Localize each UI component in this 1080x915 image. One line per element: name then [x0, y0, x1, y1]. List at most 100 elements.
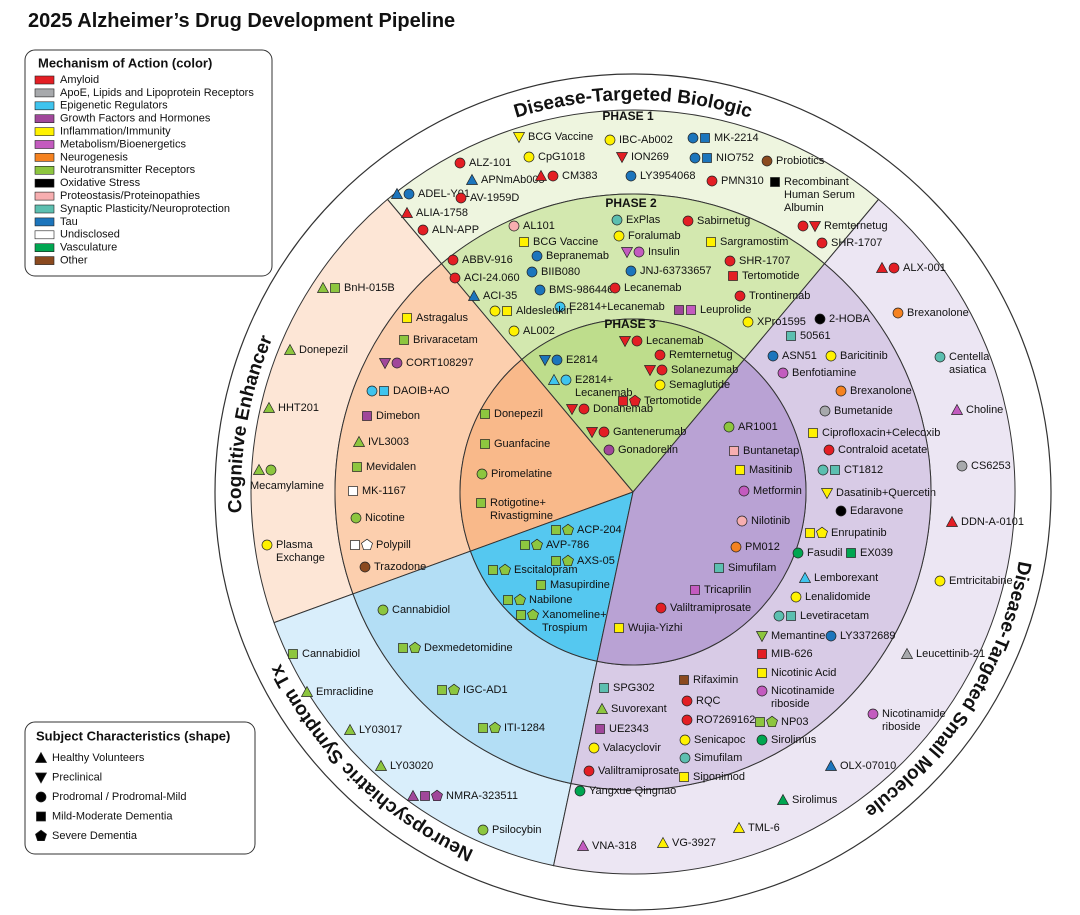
drug-label: Nicotine — [365, 512, 405, 524]
drug: Metformin — [738, 485, 802, 497]
marker-circle — [551, 354, 563, 366]
marker-square — [808, 428, 818, 438]
legend-swatch — [34, 140, 55, 149]
drug: IVL3003 — [352, 435, 409, 448]
drug: Rifaximin — [679, 674, 738, 686]
drug-label: Dimebon — [376, 410, 420, 422]
marker-triangle — [776, 793, 790, 805]
drug-label: Yangxue Qingnao — [589, 785, 676, 797]
marker-circle — [477, 824, 489, 836]
marker-triangle — [875, 261, 889, 273]
drug: UE2343 — [595, 723, 649, 735]
marker-square — [437, 685, 447, 695]
drug: BCG Vaccine — [519, 236, 598, 248]
marker-square — [348, 486, 358, 496]
marker-square — [599, 683, 609, 693]
legend-label: Epigenetic Regulators — [60, 100, 168, 112]
drug-label: Brexanolone — [850, 385, 912, 397]
drug: Wujia-Yizhi — [614, 622, 682, 634]
marker-circle — [816, 237, 828, 249]
marker-triangle — [595, 702, 609, 714]
marker-circle — [598, 426, 610, 438]
drug-label: AL002 — [523, 325, 555, 337]
drug-label: Centella asiatica — [949, 351, 990, 376]
marker-down-triangle — [643, 365, 657, 377]
drug: Probiotics — [761, 155, 825, 167]
drug: NP03 — [755, 715, 809, 728]
drug-label: Valacyclovir — [603, 742, 661, 754]
marker-square — [786, 331, 796, 341]
marker-square — [503, 595, 513, 605]
drug-label: Polypill — [376, 539, 411, 551]
marker-circle — [777, 367, 789, 379]
drug: ExPlas — [611, 214, 661, 226]
marker-triangle — [824, 759, 838, 771]
drug: Polypill — [350, 538, 411, 551]
marker-circle — [377, 604, 389, 616]
drug-label: Suvorexant — [611, 703, 667, 715]
drug-label-line: Exchange — [276, 552, 325, 564]
drug-label-line: Recombinant — [784, 176, 849, 188]
drug-label: ACP-204 — [577, 524, 622, 536]
drug-label-line: riboside — [882, 721, 921, 733]
drug: Contraloid acetate — [823, 444, 927, 456]
marker-square — [519, 237, 529, 247]
drug-label: Levetiracetam — [800, 610, 869, 622]
drug: AR1001 — [723, 421, 778, 433]
drug-label-line: Plasma — [276, 539, 314, 551]
marker-square — [702, 153, 712, 163]
marker-circle — [261, 539, 273, 551]
marker-circle — [508, 220, 520, 232]
marker-square — [36, 811, 46, 822]
drug: SHR-1707 — [816, 237, 882, 249]
marker-down-triangle — [538, 355, 552, 367]
legend-label: Growth Factors and Hormones — [60, 113, 211, 125]
marker-circle — [508, 325, 520, 337]
drug-label: IBC-Ab002 — [619, 134, 673, 146]
marker-circle — [792, 547, 804, 559]
drug: VNA-318 — [576, 839, 637, 852]
drug-label: Cannabidiol — [392, 604, 450, 616]
marker-square — [770, 177, 780, 187]
drug: ACI-24.060 — [449, 272, 520, 284]
drug: IBC-Ab002 — [604, 134, 673, 146]
drug-label: Simufilam — [728, 562, 776, 574]
drug: Brexanolone — [892, 307, 969, 319]
legend-swatch — [34, 230, 55, 240]
drug-label: Trontinemab — [749, 290, 810, 302]
marker-circle — [797, 220, 809, 232]
legend-label: Oxidative Stress — [60, 177, 141, 189]
drug-label: Solanezumab — [671, 364, 738, 376]
drug-label: ION269 — [631, 151, 669, 163]
legend-swatch — [34, 204, 55, 214]
marker-circle — [681, 714, 693, 726]
marker-square — [614, 623, 624, 633]
drug-label: Tertomotide — [742, 270, 799, 282]
drug-label: Siponimod — [693, 771, 745, 783]
marker-circle — [654, 379, 666, 391]
marker-circle — [825, 630, 837, 642]
marker-square — [330, 283, 340, 293]
marker-pentagon — [531, 538, 543, 551]
drug: Siponimod — [679, 771, 745, 783]
drug: Nicotinamide riboside — [756, 685, 835, 710]
drug: Centella asiatica — [934, 351, 990, 376]
drug-label: Buntanetap — [743, 445, 799, 457]
marker-circle — [574, 785, 586, 797]
marker-circle — [790, 591, 802, 603]
drug-label: Sirolimus — [771, 734, 817, 746]
legend-swatch — [34, 153, 55, 162]
drug-label: AV-1959D — [470, 192, 519, 204]
drugs: PHASE 1 PHASE 2 PHASE 3 BCG Vaccine IBC-Ab00… — [250, 109, 1024, 852]
drug-label: Lemborexant — [814, 572, 878, 584]
drug: Valiltramiprosate — [655, 602, 751, 614]
marker-triangle — [34, 751, 48, 763]
drug-label-line: Rotigotine+ — [490, 497, 546, 509]
drug: TML-6 — [732, 821, 780, 834]
drug-label: Lenalidomide — [805, 591, 870, 603]
drug: LY3954068 — [625, 170, 695, 182]
drug: RQC — [681, 695, 721, 707]
drug-label: Remternetug — [824, 220, 888, 232]
marker-square — [755, 717, 765, 727]
